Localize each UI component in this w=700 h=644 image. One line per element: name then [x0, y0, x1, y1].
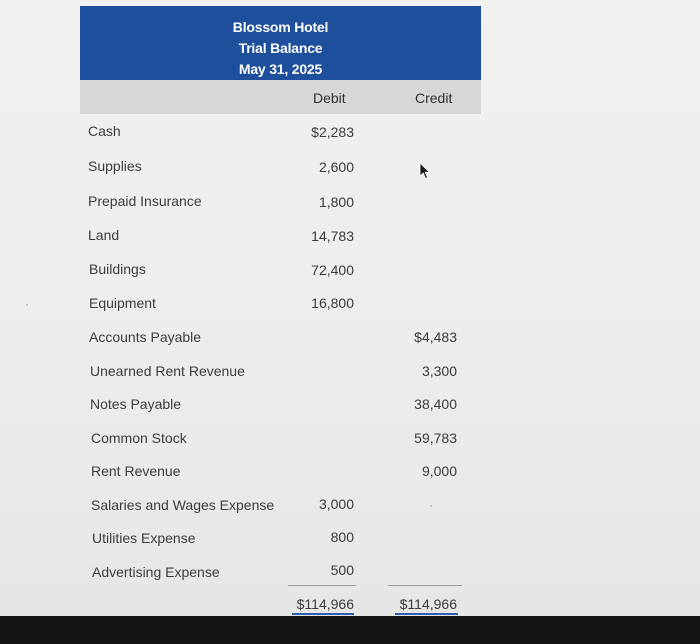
account-name: Notes Payable	[90, 396, 182, 412]
account-name: Buildings	[89, 261, 146, 277]
debit-amount: 14,783	[311, 228, 354, 244]
credit-column-header: Credit	[415, 90, 453, 106]
account-name: Salaries and Wages Expense	[91, 497, 275, 513]
trial-balance-page: Blossom Hotel Trial Balance May 31, 2025…	[0, 0, 700, 616]
company-name: Blossom Hotel	[232, 19, 329, 35]
debit-total-rule	[288, 585, 356, 586]
credit-total-rule	[388, 585, 462, 586]
credit-amount: 9,000	[421, 463, 457, 479]
account-name: Supplies	[88, 158, 142, 174]
debit-column-header: Debit	[313, 90, 346, 106]
column-header-row: Debit Credit	[80, 80, 481, 114]
account-name: Cash	[88, 123, 121, 139]
debit-amount: 16,800	[311, 295, 354, 311]
account-name: Equipment	[89, 295, 156, 311]
debit-total: $114,966	[296, 596, 354, 612]
debit-amount: $2,283	[311, 124, 354, 140]
account-name: Utilities Expense	[92, 530, 196, 546]
debit-total-double-underline	[292, 613, 354, 615]
debit-amount: 1,800	[318, 194, 354, 210]
credit-total: $114,966	[399, 596, 457, 612]
speck	[430, 505, 432, 507]
account-name: Rent Revenue	[91, 463, 181, 479]
account-name: Advertising Expense	[92, 564, 220, 580]
account-name: Common Stock	[91, 430, 187, 446]
account-name: Unearned Rent Revenue	[90, 363, 245, 379]
statement-header: Blossom Hotel Trial Balance May 31, 2025	[80, 6, 481, 80]
credit-amount: 38,400	[414, 396, 457, 412]
credit-amount: $4,483	[414, 329, 457, 345]
account-name: Land	[88, 227, 120, 243]
credit-amount: 3,300	[421, 363, 457, 379]
bottom-frame-bar	[0, 616, 700, 644]
credit-total-double-underline	[395, 613, 458, 615]
statement-title: Trial Balance	[238, 40, 323, 56]
speck	[26, 304, 28, 306]
credit-amount: 59,783	[414, 430, 457, 446]
statement-date: May 31, 2025	[238, 61, 323, 77]
mouse-pointer-icon	[419, 162, 431, 180]
debit-amount: 500	[330, 562, 354, 578]
debit-amount: 3,000	[318, 496, 354, 512]
debit-amount: 72,400	[311, 262, 354, 278]
account-name: Accounts Payable	[89, 329, 202, 345]
debit-amount: 2,600	[318, 159, 354, 175]
account-name: Prepaid Insurance	[88, 193, 202, 209]
debit-amount: 800	[330, 529, 354, 545]
